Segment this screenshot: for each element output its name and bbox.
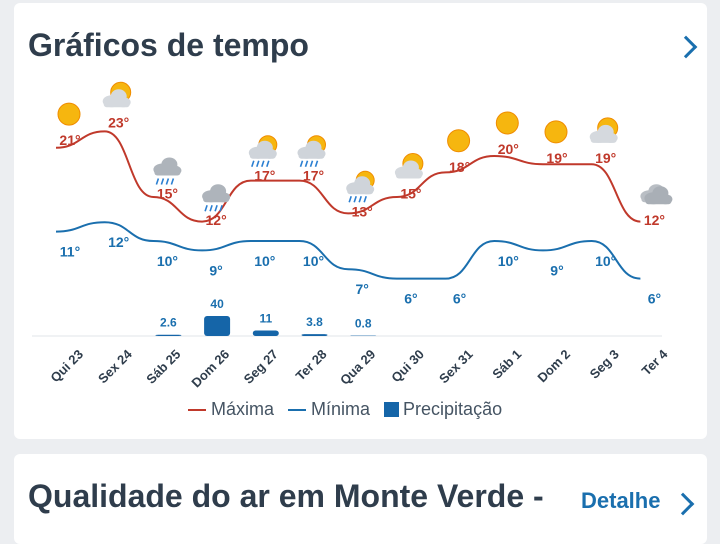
- min-temp-label: 9°: [550, 262, 563, 278]
- min-temp-label: 6°: [648, 291, 661, 307]
- precip-bar: [253, 331, 279, 337]
- precip-label: 40: [210, 297, 224, 311]
- legend-max-label: Máxima: [211, 399, 274, 420]
- series-line-max: [56, 131, 640, 221]
- max-temp-label: 21°: [59, 132, 80, 148]
- cloudy-icon: [640, 184, 672, 204]
- min-temp-label: 10°: [303, 253, 324, 269]
- max-temp-label: 13°: [352, 203, 373, 219]
- legend-max-swatch: [188, 409, 206, 411]
- max-temp-label: 12°: [206, 212, 227, 228]
- max-temp-label: 15°: [400, 186, 421, 202]
- legend-max: Máxima: [188, 399, 274, 420]
- legend-min-swatch: [288, 409, 306, 411]
- legend-precip-swatch: [384, 402, 399, 417]
- detail-link[interactable]: Detalhe: [581, 488, 660, 514]
- x-tick-label: Sáb 1: [489, 347, 524, 382]
- x-tick-label: Sex 24: [95, 346, 135, 386]
- partly-cloudy-rain-icon: [346, 171, 374, 202]
- sun-icon: [545, 121, 567, 143]
- max-temp-label: 20°: [498, 141, 519, 157]
- x-tick-label: Sex 31: [436, 347, 476, 387]
- weather-charts-card: Gráficos de tempo 21°23°15°12°17°17°13°1…: [14, 3, 707, 439]
- max-temp-label: 19°: [546, 150, 567, 166]
- legend-precip: Precipitação: [384, 399, 502, 420]
- max-temp-label: 18°: [449, 159, 470, 175]
- partly-cloudy-icon: [395, 154, 423, 179]
- chart-legend: Máxima Mínima Precipitação: [188, 399, 516, 420]
- sun-icon: [58, 103, 80, 125]
- air-quality-card: Qualidade do ar em Monte Verde - Detalhe: [14, 454, 707, 544]
- x-tick-label: Dom 26: [188, 347, 232, 391]
- min-temp-label: 11°: [60, 244, 80, 260]
- partly-cloudy-icon: [590, 118, 618, 143]
- precip-label: 2.6: [160, 316, 177, 330]
- min-temp-label: 10°: [157, 253, 178, 269]
- card-title: Qualidade do ar em Monte Verde -: [28, 478, 544, 515]
- cloud-rain-icon: [153, 158, 181, 185]
- min-temp-label: 6°: [453, 291, 466, 307]
- x-tick-label: Seg 3: [587, 347, 622, 382]
- min-temp-label: 9°: [209, 262, 222, 278]
- x-tick-label: Ter 28: [293, 347, 330, 384]
- precip-bar: [204, 316, 230, 336]
- partly-cloudy-rain-icon: [298, 136, 326, 167]
- weather-chart: 21° 23° 15° 12° 17° 17° 13° 15° 18° 20° 19° 19° 12° 1…: [14, 3, 707, 439]
- legend-precip-label: Precipitação: [403, 399, 502, 420]
- precip-bar: [155, 335, 181, 336]
- sun-icon: [496, 112, 518, 134]
- legend-min-label: Mínima: [311, 399, 370, 420]
- max-temp-label: 19°: [595, 150, 616, 166]
- x-tick-label: Ter 4: [639, 346, 671, 378]
- sun-icon: [448, 130, 470, 152]
- min-temp-label: 10°: [498, 253, 519, 269]
- x-tick-label: Sáb 25: [143, 347, 183, 387]
- x-tick-label: Qui 23: [47, 347, 86, 386]
- max-temp-label: 17°: [254, 168, 275, 184]
- partly-cloudy-rain-icon: [249, 136, 277, 167]
- min-temp-label: 6°: [404, 291, 417, 307]
- x-tick-label: Qua 29: [337, 347, 378, 388]
- x-tick-label: Qui 30: [388, 347, 427, 386]
- max-temp-label: 17°: [303, 168, 324, 184]
- max-temp-label: 23°: [108, 114, 129, 130]
- chevron-right-icon[interactable]: [672, 493, 695, 516]
- min-temp-label: 12°: [108, 234, 129, 250]
- min-temp-label: 10°: [254, 253, 275, 269]
- x-tick-label: Seg 27: [241, 347, 281, 387]
- min-temp-label: 10°: [595, 253, 616, 269]
- min-temp-label: 7°: [356, 281, 369, 297]
- precip-label: 3.8: [306, 315, 323, 329]
- partly-cloudy-icon: [103, 82, 131, 107]
- precip-label: 11: [259, 312, 272, 326]
- cloud-rain-icon: [202, 184, 230, 211]
- precip-bar: [302, 334, 328, 336]
- max-temp-label: 12°: [644, 212, 665, 228]
- max-temp-label: 15°: [157, 186, 178, 202]
- legend-min: Mínima: [288, 399, 370, 420]
- precip-label: 0.8: [355, 317, 372, 331]
- x-tick-label: Dom 2: [534, 347, 573, 386]
